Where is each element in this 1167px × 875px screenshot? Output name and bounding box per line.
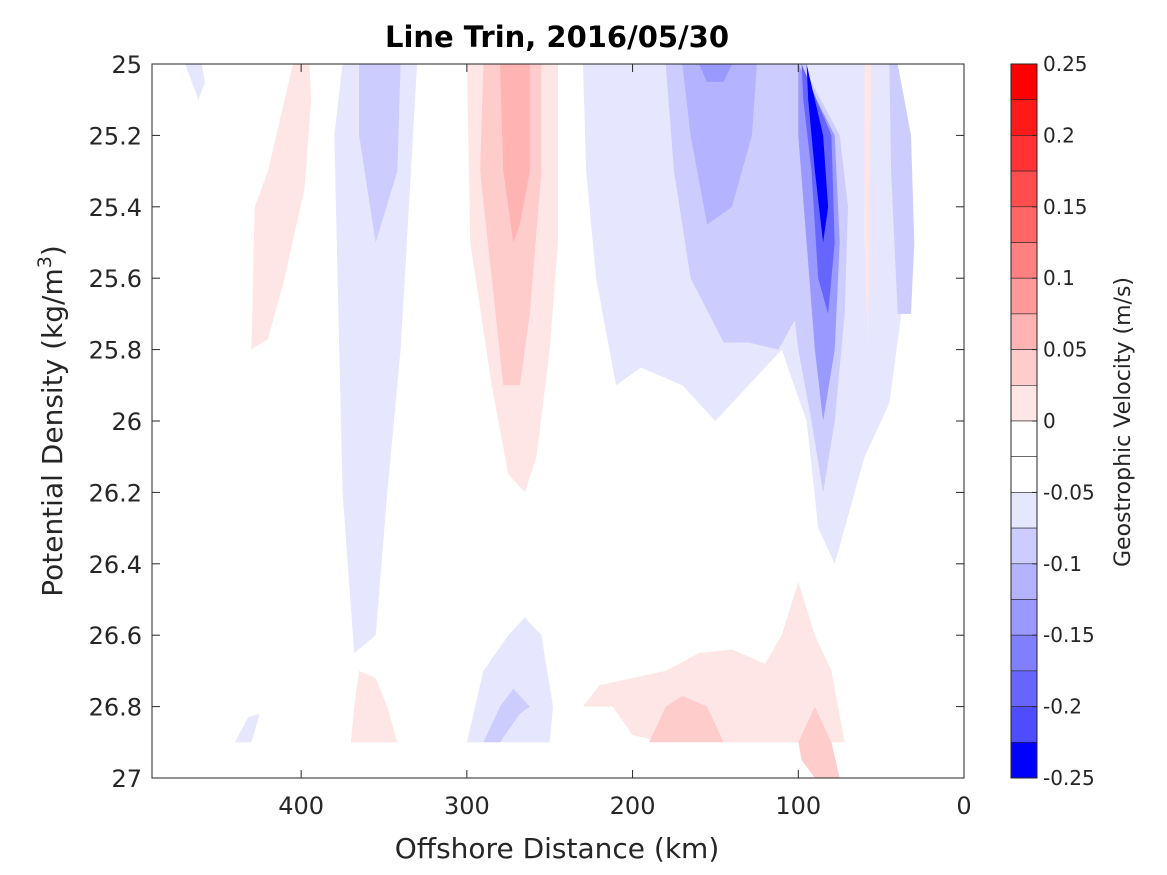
colorbar-level bbox=[1010, 170, 1038, 208]
y-tick-label: 25 bbox=[111, 51, 142, 79]
x-axis: 400 300 200 100 0 bbox=[278, 64, 972, 820]
colorbar-level bbox=[1010, 242, 1038, 279]
colorbar-tick-label: 0.1 bbox=[1043, 266, 1075, 290]
y-tick-label: 25.6 bbox=[89, 265, 142, 293]
contour-region bbox=[864, 64, 872, 350]
y-tick-label: 26.4 bbox=[89, 551, 142, 579]
y-axis-label-superscript: 3 bbox=[34, 256, 56, 268]
colorbar-level bbox=[1010, 706, 1038, 743]
contour-region bbox=[889, 64, 915, 314]
colorbar-tick-label: 0.05 bbox=[1043, 338, 1088, 362]
contour-region bbox=[466, 617, 553, 743]
contour-region bbox=[234, 713, 260, 743]
colorbar-level bbox=[1010, 99, 1038, 136]
colorbar-level bbox=[1010, 63, 1038, 101]
colorbar-tick-label: -0.2 bbox=[1043, 695, 1082, 719]
contour-region bbox=[251, 64, 312, 350]
colorbar-level bbox=[1010, 563, 1038, 600]
colorbar-level bbox=[1010, 527, 1038, 565]
colorbar-level bbox=[1010, 456, 1038, 493]
y-tick-label: 27 bbox=[111, 765, 142, 793]
colorbar-tick-label: -0.15 bbox=[1043, 623, 1095, 647]
colorbar-tick-label: -0.05 bbox=[1043, 480, 1095, 504]
y-tick-label: 26 bbox=[111, 408, 142, 436]
x-tick-label: 200 bbox=[610, 792, 656, 820]
contour-region bbox=[798, 706, 840, 778]
x-tick-label: 300 bbox=[444, 792, 490, 820]
colorbar-level bbox=[1010, 634, 1038, 672]
contour-region bbox=[334, 64, 418, 653]
colorbar-level bbox=[1010, 492, 1038, 529]
y-axis-label-close: ) bbox=[36, 245, 69, 256]
x-tick-label: 100 bbox=[775, 792, 821, 820]
colorbar-level bbox=[1010, 277, 1038, 315]
colorbar-label: Geostrophic Velocity (m/s) bbox=[1111, 277, 1136, 567]
contour-region bbox=[649, 695, 724, 743]
x-tick-label: 400 bbox=[278, 792, 324, 820]
contour-region bbox=[483, 688, 530, 743]
colorbar-tick-label: -0.1 bbox=[1043, 552, 1082, 576]
colorbar-level bbox=[1010, 206, 1038, 243]
colorbar-level bbox=[1010, 313, 1038, 350]
contour-region bbox=[682, 64, 757, 225]
y-axis-label: Potential Density (kg/m3) bbox=[34, 245, 69, 597]
colorbar-level bbox=[1010, 135, 1038, 172]
colorbar-level bbox=[1010, 599, 1038, 636]
colorbar: 0.25 0.2 0.15 0.1 0.05 0 -0.05 -0.1 -0.15 -0.2 -0.… bbox=[1010, 52, 1095, 790]
y-tick-label: 25.8 bbox=[89, 337, 142, 365]
y-tick-label: 25.2 bbox=[89, 122, 142, 150]
colorbar-level bbox=[1010, 349, 1038, 386]
colorbar-tick-label: 0.2 bbox=[1043, 123, 1075, 147]
y-tick-label: 26.6 bbox=[89, 622, 142, 650]
contour-region bbox=[582, 581, 845, 743]
colorbar-tick-label: 0 bbox=[1043, 409, 1056, 433]
contour-region bbox=[806, 64, 829, 243]
y-axis: 25 25.2 25.4 25.6 25.8 26 26.2 26.4 26.6 26.8 27 bbox=[89, 51, 964, 793]
contour-region bbox=[500, 64, 530, 243]
colorbar-level bbox=[1010, 670, 1038, 707]
contour-region bbox=[185, 64, 205, 100]
contour-region bbox=[698, 64, 732, 82]
colorbar-tick-label: 0.25 bbox=[1043, 52, 1088, 76]
colorbar-level bbox=[1010, 741, 1038, 779]
chart-title: Line Trin, 2016/05/30 bbox=[385, 20, 729, 54]
y-tick-label: 26.8 bbox=[89, 694, 142, 722]
y-axis-label-main: Potential Density (kg/m bbox=[36, 268, 69, 597]
colorbar-tick-label: -0.25 bbox=[1043, 766, 1095, 790]
colorbar-tick-label: 0.15 bbox=[1043, 195, 1088, 219]
x-tick-label: 0 bbox=[956, 792, 971, 820]
y-tick-label: 25.4 bbox=[89, 194, 142, 222]
contour-region bbox=[350, 670, 398, 743]
colorbar-level bbox=[1010, 420, 1038, 458]
contour-region bbox=[359, 64, 401, 243]
x-axis-label: Offshore Distance (km) bbox=[395, 832, 720, 865]
y-tick-label: 26.2 bbox=[89, 479, 142, 507]
plot-area bbox=[151, 63, 965, 779]
colorbar-level bbox=[1010, 384, 1038, 422]
